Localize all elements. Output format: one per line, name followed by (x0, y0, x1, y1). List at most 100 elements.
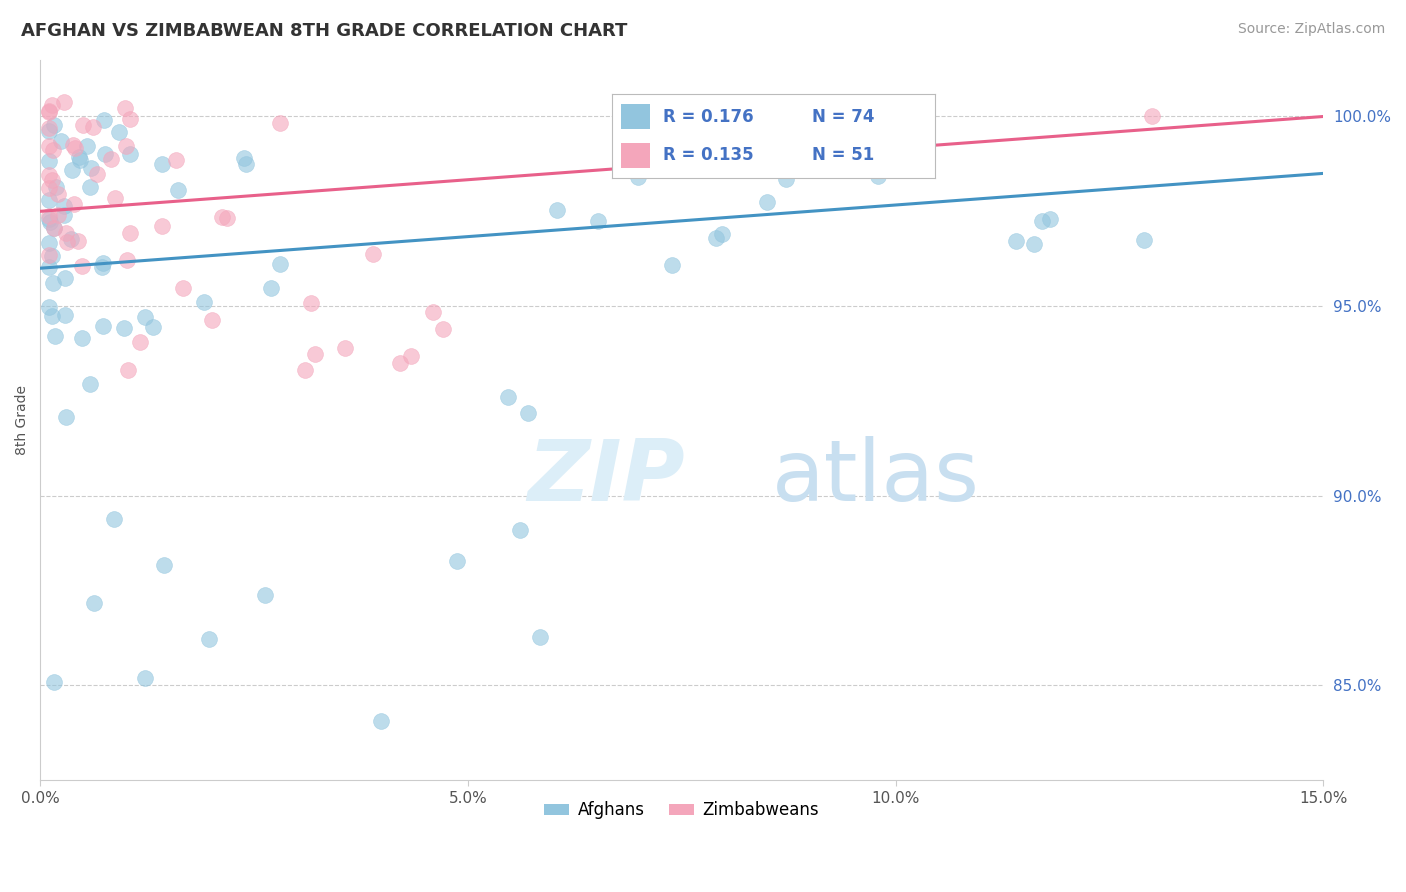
Text: R = 0.176: R = 0.176 (664, 108, 754, 126)
Point (150, 219, 173, 233)
Point (103, 512, 125, 526)
Point (38, 139, 60, 153)
Point (868, 169, 890, 183)
Point (134, 671, 156, 685)
Point (56, 235, 79, 249)
Point (235, 157, 257, 171)
Point (498, 390, 520, 404)
Point (38, 235, 60, 250)
Point (38, 181, 60, 195)
Point (129, 334, 152, 349)
Point (1133, 233, 1156, 247)
Point (198, 632, 221, 647)
Text: R = 0.135: R = 0.135 (664, 145, 754, 163)
Point (45, 180, 67, 194)
Point (269, 116, 291, 130)
FancyBboxPatch shape (621, 103, 651, 129)
Point (76, 138, 98, 153)
Point (42, 221, 65, 235)
Point (39, 215, 62, 229)
Point (134, 310, 156, 325)
Point (361, 246, 384, 260)
Point (211, 210, 233, 224)
FancyBboxPatch shape (621, 143, 651, 169)
Point (260, 281, 283, 295)
Point (38, 124, 60, 138)
Point (41, 97, 63, 112)
Point (60, 232, 83, 246)
Point (86, 168, 108, 182)
Point (299, 296, 322, 310)
Point (41, 173, 63, 187)
Point (52, 208, 75, 222)
Point (1004, 234, 1026, 248)
Point (42, 674, 65, 689)
Point (253, 588, 276, 602)
Point (38, 248, 60, 262)
Point (333, 341, 356, 355)
Point (90, 260, 112, 274)
Point (115, 138, 138, 153)
Legend: Afghans, Zimbabweans: Afghans, Zimbabweans (537, 795, 825, 826)
Point (49, 134, 72, 148)
Point (72, 118, 94, 132)
Point (91, 255, 114, 269)
Point (38, 193, 60, 207)
Point (41, 249, 63, 263)
Point (42, 119, 65, 133)
Point (142, 319, 165, 334)
Point (710, 227, 733, 241)
Point (165, 153, 187, 167)
Point (63, 196, 86, 211)
Point (269, 257, 291, 271)
Point (41, 309, 63, 323)
Point (546, 203, 568, 218)
Point (52, 199, 75, 213)
Point (94, 147, 117, 161)
Text: atlas: atlas (772, 436, 980, 519)
Y-axis label: 8th Grade: 8th Grade (15, 385, 30, 455)
Point (627, 169, 650, 184)
Point (1022, 237, 1045, 252)
Point (69, 153, 91, 168)
Point (114, 101, 136, 115)
Point (152, 558, 174, 572)
Point (704, 230, 727, 244)
Point (38, 211, 60, 226)
Point (193, 294, 215, 309)
Point (70, 259, 93, 273)
Point (294, 363, 316, 377)
Point (38, 301, 60, 315)
Point (83, 596, 105, 610)
Point (120, 112, 142, 126)
Point (217, 211, 239, 226)
Point (46, 208, 69, 222)
Point (67, 149, 90, 163)
Point (80, 161, 103, 176)
Point (172, 281, 194, 295)
Point (44, 329, 66, 343)
Point (115, 252, 138, 267)
Point (150, 157, 173, 171)
Point (104, 191, 127, 205)
Point (422, 305, 444, 319)
Point (108, 126, 131, 140)
Point (42, 143, 65, 157)
Point (38, 260, 60, 275)
Point (388, 356, 411, 370)
Point (117, 363, 139, 377)
Point (118, 227, 141, 241)
Point (38, 104, 60, 119)
Point (166, 183, 188, 197)
Point (370, 714, 392, 728)
Point (42, 220, 65, 235)
Point (67, 234, 90, 248)
Point (55, 410, 77, 425)
Point (1039, 212, 1062, 227)
Point (100, 152, 122, 166)
Point (756, 194, 779, 209)
Point (38, 120, 60, 135)
Point (53, 95, 76, 109)
Point (70, 331, 93, 345)
Point (62, 138, 84, 153)
